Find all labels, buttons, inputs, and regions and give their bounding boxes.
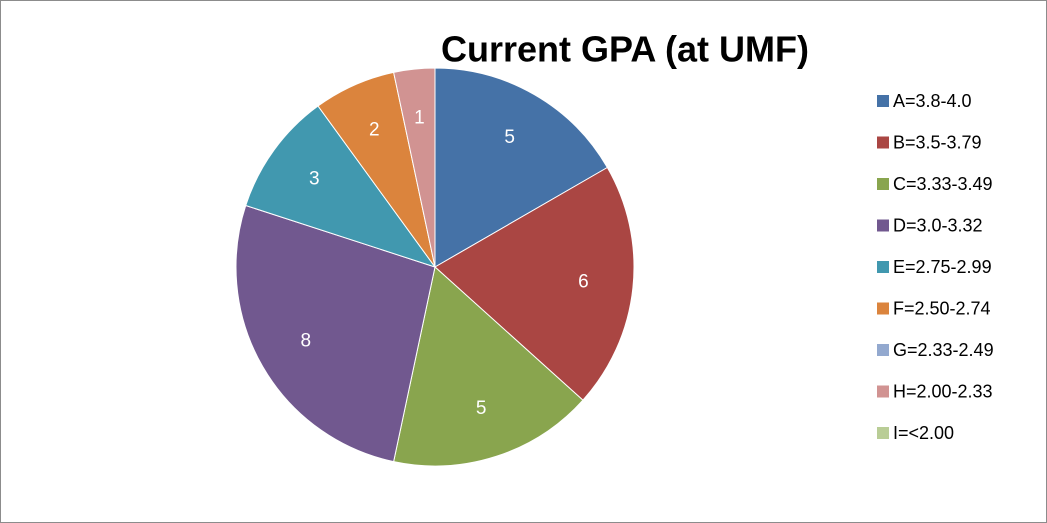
data-label: 1 [414, 108, 425, 129]
slice [235, 204, 436, 463]
data-label: 3 [309, 168, 320, 189]
data-label: 6 [578, 272, 589, 293]
legend-label: C=3.33-3.49 [893, 174, 993, 194]
legend-label: B=3.5-3.79 [893, 132, 982, 152]
data-label: 5 [476, 398, 487, 419]
slice [393, 266, 584, 467]
legend: A=3.8-4.0 B=3.5-3.79 C=3.33-3.49 D=3.0-3.32… [877, 91, 994, 443]
slice [245, 105, 437, 268]
pie: 5 6 5 8 3 2 1 [235, 67, 635, 467]
slice [434, 67, 609, 268]
legend-label: I=<2.00 [893, 423, 954, 443]
chart-title: Current GPA (at UMF) [441, 29, 809, 70]
data-label: 5 [504, 127, 515, 148]
legend-swatch [877, 302, 889, 315]
legend-swatch [877, 385, 889, 398]
legend-swatch [877, 344, 889, 356]
legend-swatch [877, 427, 889, 439]
slice [434, 166, 635, 401]
legend-label: F=2.50-2.74 [893, 298, 991, 318]
data-label: 8 [300, 331, 311, 352]
legend-label: H=2.00-2.33 [893, 381, 993, 401]
legend-label: E=2.75-2.99 [893, 257, 992, 277]
legend-swatch [877, 261, 889, 273]
legend-swatch [877, 219, 889, 232]
legend-swatch [877, 95, 889, 107]
legend-swatch [877, 136, 889, 149]
legend-label: D=3.0-3.32 [893, 215, 983, 235]
slice [393, 67, 436, 268]
legend-label: A=3.8-4.0 [893, 91, 972, 111]
legend-label: G=2.33-2.49 [893, 340, 994, 360]
legend-swatch [877, 178, 889, 190]
data-label: 2 [369, 120, 380, 141]
